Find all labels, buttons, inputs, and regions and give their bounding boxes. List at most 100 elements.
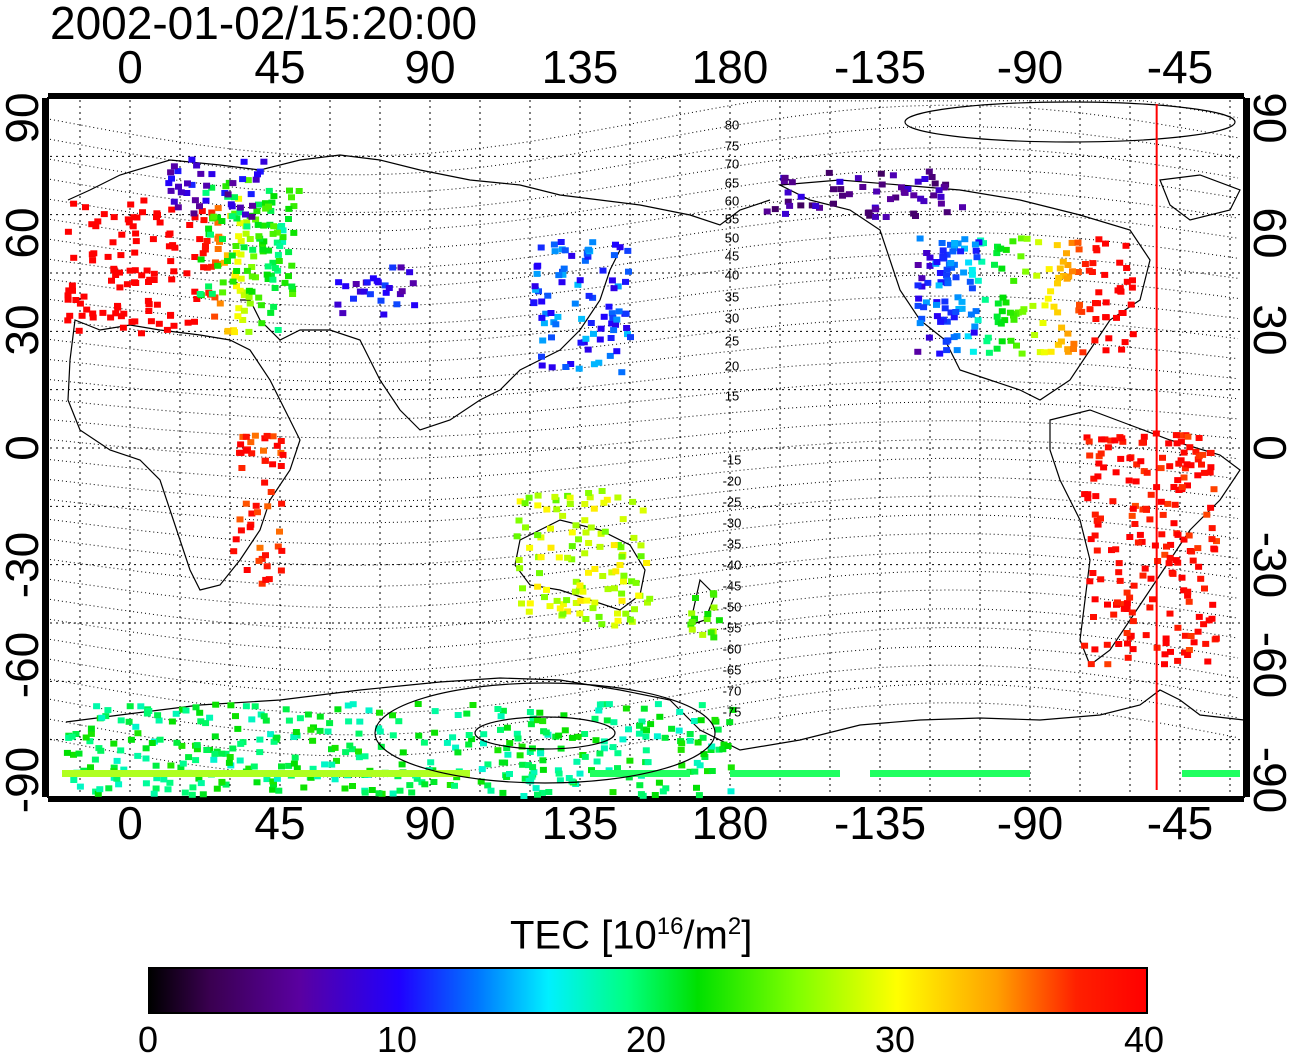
tec-pixel — [278, 500, 286, 507]
tec-pixel — [532, 286, 540, 293]
tec-pixel — [242, 211, 249, 218]
tec-pixel — [635, 592, 643, 599]
tec-pixel — [618, 597, 626, 604]
tec-pixel — [693, 784, 700, 791]
tec-pixel — [918, 275, 926, 282]
tec-pixel — [1081, 642, 1089, 649]
tec-pixel — [697, 717, 705, 724]
tec-pixel — [1159, 454, 1166, 461]
tec-pixel — [454, 749, 462, 756]
tec-pixel — [1129, 277, 1136, 284]
tec-pixel — [282, 706, 290, 713]
tec-pixel — [1118, 310, 1126, 316]
tec-pixel — [430, 779, 438, 785]
tec-pixel — [1035, 239, 1043, 246]
tec-pixel — [170, 198, 178, 205]
tec-pixel — [375, 790, 383, 797]
tec-pixel — [212, 259, 219, 266]
tec-pixel — [309, 765, 317, 772]
tec-pixel — [210, 213, 218, 220]
tec-pixel — [133, 214, 141, 221]
tec-pixel — [968, 271, 976, 278]
tec-pixel — [937, 279, 945, 286]
tec-pixel — [393, 301, 401, 308]
tec-pixel — [537, 750, 545, 757]
colorbar-tick-label: 40 — [1123, 1019, 1165, 1060]
tec-pixel — [997, 320, 1005, 327]
tec-pixel — [555, 732, 563, 739]
tec-pixel — [153, 775, 161, 782]
tec-pixel — [328, 761, 336, 768]
tec-pixel — [1094, 521, 1102, 528]
tec-pixel — [352, 281, 360, 287]
tec-pixel — [590, 330, 597, 337]
maglat-label-n: 20 — [724, 358, 740, 374]
tec-pixel — [360, 288, 368, 295]
tec-pixel — [178, 706, 186, 713]
tec-pixel — [269, 786, 277, 793]
tec-pixel — [557, 239, 565, 245]
tec-pixel — [170, 322, 178, 329]
tec-pixel — [915, 295, 923, 302]
tec-pixel — [160, 776, 168, 783]
tec-pixel — [269, 433, 277, 440]
tec-pixel — [93, 703, 101, 710]
tec-pixel — [125, 718, 133, 725]
tec-pixel — [595, 613, 603, 620]
tec-pixel — [63, 749, 71, 756]
tec-pixel — [532, 785, 540, 792]
tec-pixel — [276, 528, 283, 535]
tec-pixel — [240, 158, 248, 165]
tec-pixel — [1204, 658, 1212, 665]
tec-pixel — [255, 201, 262, 208]
tec-pixel — [514, 735, 522, 742]
tec-pixel — [253, 779, 261, 786]
tec-pixel — [398, 288, 406, 295]
tec-pixel — [639, 507, 647, 514]
tec-pixel — [1116, 577, 1124, 584]
tec-pixel — [581, 753, 589, 760]
tec-pixel — [1017, 253, 1025, 260]
tec-pixel — [943, 266, 951, 273]
tec-pixel — [1092, 493, 1100, 500]
tec-pixel — [1138, 439, 1146, 446]
tec-pixel — [626, 757, 634, 764]
tec-pixel — [247, 191, 255, 198]
tec-pixel — [1210, 545, 1218, 552]
tec-pixel — [700, 751, 708, 758]
tec-pixel — [985, 349, 993, 356]
tec-pixel — [205, 225, 213, 232]
tec-pixel — [572, 522, 580, 529]
tec-pixel — [381, 282, 389, 289]
tec-pixel — [1081, 491, 1089, 498]
tec-pixel — [585, 540, 593, 546]
tec-pixel — [591, 599, 599, 606]
tec-pixel — [1198, 461, 1205, 468]
tec-pixel — [595, 707, 603, 714]
tec-pixel — [797, 202, 805, 209]
tec-pixel — [504, 751, 512, 758]
tec-pixel — [625, 726, 632, 733]
tec-pixel — [233, 215, 241, 222]
tec-pixel — [539, 337, 547, 344]
tec-pixel — [480, 740, 487, 747]
tec-pixel — [614, 750, 622, 757]
tec-pixel — [110, 214, 118, 221]
tec-pixel — [1176, 432, 1184, 439]
tec-pixel — [494, 747, 502, 754]
tec-pixel — [164, 786, 172, 793]
tec-pixel — [521, 500, 529, 507]
leftlabel-3: 0 — [0, 435, 48, 461]
tec-pixel — [1102, 299, 1110, 306]
tec-polar-strip — [1182, 770, 1240, 777]
tec-pixel — [208, 184, 216, 191]
tec-pixel — [251, 703, 259, 710]
tec-pixel — [248, 273, 256, 280]
tec-pixel — [216, 300, 224, 307]
tec-pixel — [1113, 314, 1120, 321]
tec-pixel — [399, 749, 407, 756]
tec-pixel — [643, 560, 651, 566]
tec-pixel — [76, 300, 84, 307]
tec-pixel — [110, 265, 118, 272]
tec-pixel — [262, 205, 270, 212]
